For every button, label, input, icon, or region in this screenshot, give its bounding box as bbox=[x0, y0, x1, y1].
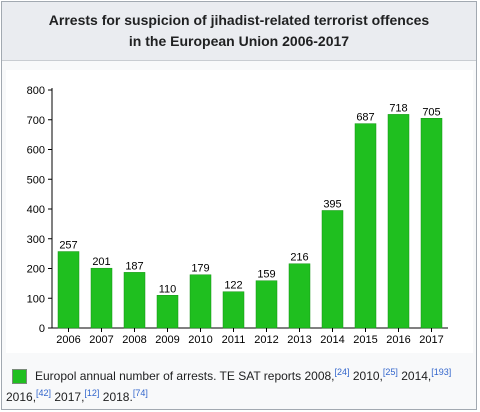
legend-text: Europol annual number of arrests. TE SAT… bbox=[6, 366, 466, 408]
bar-value-label: 122 bbox=[224, 280, 242, 292]
bar-chart: 0 100 200 300 400 500 600 700 800 257 2006 201 2007 1… bbox=[27, 85, 448, 346]
x-tick-label: 2015 bbox=[353, 334, 377, 346]
bar bbox=[156, 295, 179, 329]
legend-text-b: 2010, bbox=[349, 369, 383, 383]
legend-text-d: 2016, bbox=[6, 390, 37, 404]
bar-value-label: 705 bbox=[422, 106, 440, 118]
bar-value-label: 179 bbox=[191, 263, 209, 275]
reference-link[interactable]: [42] bbox=[36, 388, 52, 398]
bar-value-label: 110 bbox=[159, 283, 177, 295]
chart-title-line2: in the European Union 2006-2017 bbox=[128, 33, 350, 49]
y-tick-label: 500 bbox=[27, 174, 45, 186]
bar bbox=[354, 123, 377, 329]
x-tick-label: 2016 bbox=[386, 334, 410, 346]
x-tick-label: 2017 bbox=[419, 334, 443, 346]
bar bbox=[387, 114, 410, 329]
legend-text-c: 2014, bbox=[397, 369, 432, 383]
x-tick-label: 2006 bbox=[56, 334, 80, 346]
bar bbox=[90, 267, 113, 329]
y-tick-label: 100 bbox=[27, 293, 45, 305]
y-tick-label: 400 bbox=[27, 204, 45, 216]
legend: Europol annual number of arrests. TE SAT… bbox=[6, 360, 473, 408]
title-box: Arrests for suspicion of jihadist-relate… bbox=[2, 2, 476, 61]
bar bbox=[222, 291, 245, 329]
chart-title-line1: Arrests for suspicion of jihadist-relate… bbox=[48, 12, 430, 28]
reference-link[interactable]: [25] bbox=[382, 367, 398, 377]
bar bbox=[321, 210, 344, 329]
bar-value-label: 216 bbox=[290, 252, 308, 264]
y-tick-label: 600 bbox=[27, 145, 45, 157]
x-tick-label: 2007 bbox=[89, 334, 113, 346]
reference-link[interactable]: [193] bbox=[431, 367, 452, 377]
bar-value-label: 187 bbox=[125, 260, 143, 272]
bar-value-label: 687 bbox=[356, 112, 374, 124]
y-tick-label: 200 bbox=[27, 264, 45, 276]
x-tick-label: 2011 bbox=[222, 334, 246, 346]
y-tick-label: 800 bbox=[27, 85, 45, 97]
bar-value-label: 395 bbox=[323, 198, 341, 210]
bar-value-label: 159 bbox=[257, 269, 275, 281]
bar-value-label: 257 bbox=[59, 240, 77, 252]
legend-text-a: Europol annual number of arrests. TE SAT… bbox=[35, 369, 335, 383]
legend-text-e: 2017, bbox=[51, 390, 85, 404]
plot-panel: 0 100 200 300 400 500 600 700 800 257 2006 201 2007 1… bbox=[6, 70, 473, 353]
bar bbox=[255, 280, 278, 329]
chart-title: Arrests for suspicion of jihadist-relate… bbox=[2, 10, 476, 52]
bar bbox=[420, 118, 443, 329]
x-tick-label: 2009 bbox=[155, 334, 179, 346]
bar-value-label: 201 bbox=[92, 256, 110, 268]
reference-link[interactable]: [12] bbox=[84, 388, 100, 398]
bar-value-label: 718 bbox=[389, 102, 407, 114]
x-tick-label: 2010 bbox=[188, 334, 212, 346]
y-tick-label: 300 bbox=[27, 234, 45, 246]
bar bbox=[57, 251, 80, 329]
x-tick-label: 2014 bbox=[320, 334, 344, 346]
bar bbox=[123, 272, 146, 329]
legend-text-f: 2018. bbox=[99, 390, 133, 404]
y-tick-label: 0 bbox=[39, 323, 45, 335]
y-tick-label: 700 bbox=[27, 115, 45, 127]
x-tick-label: 2008 bbox=[122, 334, 146, 346]
reference-link[interactable]: [24] bbox=[334, 367, 350, 377]
legend-swatch bbox=[12, 369, 27, 384]
reference-link[interactable]: [74] bbox=[132, 388, 148, 398]
bar bbox=[288, 263, 311, 329]
bar bbox=[189, 274, 212, 329]
x-tick-label: 2012 bbox=[254, 334, 278, 346]
x-tick-label: 2013 bbox=[287, 334, 311, 346]
